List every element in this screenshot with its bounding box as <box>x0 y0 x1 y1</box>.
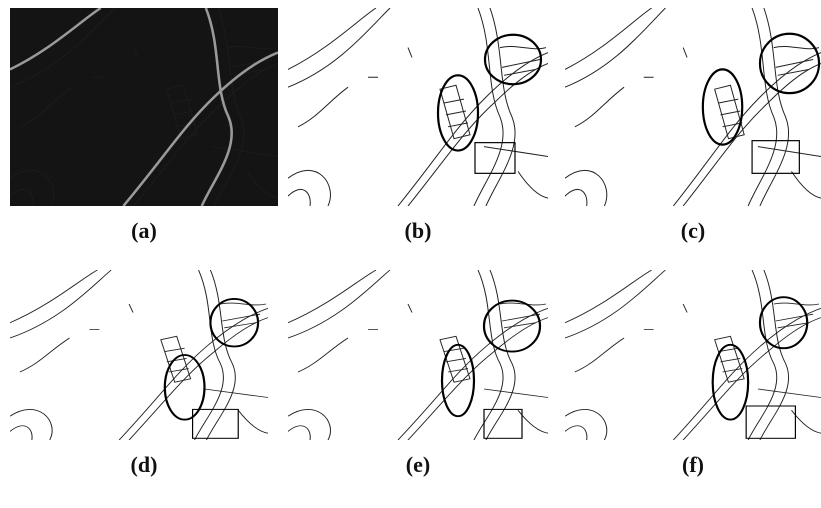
panel-image <box>10 270 268 440</box>
caption: (f) <box>633 452 753 478</box>
figure-page: (a) (b) (c) (d) (e) (f) (() => { const d… <box>0 0 821 508</box>
caption: (e) <box>358 452 478 478</box>
panel-image <box>565 270 821 440</box>
caption: (b) <box>358 218 478 244</box>
caption: (c) <box>633 218 753 244</box>
panel-image <box>288 8 548 206</box>
caption: (d) <box>84 452 204 478</box>
caption: (a) <box>84 218 204 244</box>
panel-image <box>288 270 548 440</box>
panel-image <box>565 8 821 206</box>
panel-image <box>10 8 278 206</box>
